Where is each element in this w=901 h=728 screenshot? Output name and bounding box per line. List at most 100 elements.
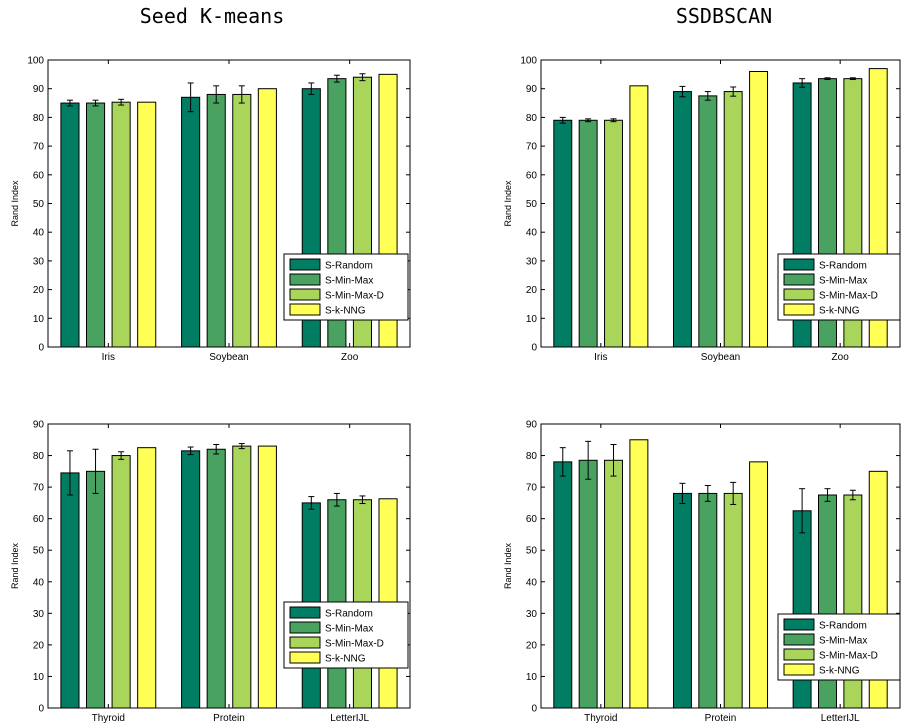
bar-s-min-max-d-thyroid xyxy=(111,455,131,709)
y-tick-label: 60 xyxy=(33,514,45,525)
y-tick-label: 30 xyxy=(33,256,45,267)
legend-swatch xyxy=(289,621,321,634)
error-bar xyxy=(849,77,856,81)
error-bar xyxy=(610,118,617,123)
legend-label: S-Min-Max-D xyxy=(819,651,878,662)
legend-label: S-Min-Max xyxy=(325,624,373,635)
error-bar xyxy=(679,85,686,98)
x-tick-label: LetterIJL xyxy=(821,713,860,724)
right-column-title: SSDBSCAN xyxy=(675,4,773,28)
y-tick-label: 60 xyxy=(526,170,538,181)
x-tick-label: Zoo xyxy=(832,352,850,363)
bar-s-random-iris xyxy=(553,119,573,348)
y-tick-label: 90 xyxy=(33,420,45,431)
error-bar xyxy=(187,82,194,113)
legend-label: S-Random xyxy=(819,261,867,272)
legend-swatch xyxy=(783,288,815,301)
legend-swatch xyxy=(289,258,321,271)
y-tick-label: 80 xyxy=(526,451,538,462)
error-bar xyxy=(66,99,73,107)
error-bar xyxy=(213,85,220,104)
y-tick-label: 50 xyxy=(526,546,538,557)
y-tick-label: 100 xyxy=(520,56,537,67)
bar-s-random-thyroid xyxy=(553,461,573,709)
error-bar xyxy=(238,85,245,104)
error-bar xyxy=(308,82,315,95)
y-tick-label: 90 xyxy=(33,84,45,95)
bar-s-min-max-iris xyxy=(578,119,598,348)
bar-s-k-nng-soybean xyxy=(749,70,769,348)
x-tick-label: Thyroid xyxy=(584,713,617,724)
y-tick-label: 30 xyxy=(526,256,538,267)
error-bar xyxy=(308,496,315,510)
legend-swatch xyxy=(783,618,815,631)
legend: S-Random S-Min-Max S-Min-Max-D S-k-NNG xyxy=(777,253,901,321)
legend-swatch xyxy=(783,648,815,661)
error-bar xyxy=(585,118,592,123)
x-tick-label: Iris xyxy=(102,352,115,363)
x-tick-label: Protein xyxy=(213,713,245,724)
y-tick-label: 20 xyxy=(526,640,538,651)
legend: S-Random S-Min-Max S-Min-Max-D S-k-NNG xyxy=(777,613,901,681)
error-bar xyxy=(730,481,737,505)
y-tick-label: 20 xyxy=(526,285,538,296)
error-bar xyxy=(704,485,711,502)
legend-swatch xyxy=(289,288,321,301)
legend-label: S-Min-Max xyxy=(819,636,867,647)
y-tick-label: 60 xyxy=(33,170,45,181)
y-tick-label: 0 xyxy=(38,343,44,354)
bar-s-random-protein xyxy=(672,492,692,709)
error-bar xyxy=(799,488,806,534)
y-tick-label: 70 xyxy=(33,483,45,494)
y-axis-label: Rand Index xyxy=(503,542,513,589)
legend-swatch xyxy=(783,663,815,676)
error-bar xyxy=(359,495,366,505)
error-bar xyxy=(799,78,806,88)
chart-panel-4: 0 10 20 30 40 50 60 70 80 90 Rand Index Thyroid Prot… xyxy=(503,420,901,724)
y-tick-label: 70 xyxy=(33,142,45,153)
y-tick-label: 10 xyxy=(526,672,538,683)
bar-s-random-protein xyxy=(181,450,201,709)
y-tick-label: 10 xyxy=(33,672,45,683)
bar-s-min-max-d-protein xyxy=(723,492,743,709)
bar-s-min-max-thyroid xyxy=(578,459,598,709)
bar-s-min-max-d-soybean xyxy=(723,91,743,348)
y-tick-label: 40 xyxy=(526,228,538,239)
y-tick-label: 40 xyxy=(33,577,45,588)
legend-label: S-k-NNG xyxy=(819,666,860,677)
legend-swatch xyxy=(289,303,321,316)
bar-s-min-max-iris xyxy=(85,102,106,348)
bar-s-random-thyroid xyxy=(60,472,80,709)
legend-label: S-Random xyxy=(819,621,867,632)
legend-label: S-Min-Max-D xyxy=(819,291,878,302)
legend: S-Random S-Min-Max S-Min-Max-D S-k-NNG xyxy=(283,253,409,321)
y-tick-label: 30 xyxy=(33,609,45,620)
error-bar xyxy=(333,492,340,507)
bar-s-min-max-thyroid xyxy=(85,470,106,709)
chart-panel-1: 0 10 20 30 40 50 60 70 80 90 100 Rand Index Iris Soyb… xyxy=(10,56,411,363)
x-tick-label: LetterIJL xyxy=(330,713,369,724)
y-tick-label: 80 xyxy=(33,451,45,462)
error-bar xyxy=(704,91,711,101)
legend-swatch xyxy=(783,303,815,316)
bar-s-min-max-d-protein xyxy=(232,445,252,709)
y-tick-label: 50 xyxy=(526,199,538,210)
y-tick-label: 0 xyxy=(531,704,537,715)
error-bar xyxy=(213,444,220,455)
legend-swatch xyxy=(289,651,321,664)
x-tick-label: Soybean xyxy=(701,352,740,363)
bar-s-k-nng-thyroid xyxy=(137,447,157,709)
error-bar xyxy=(610,444,617,477)
legend-swatch xyxy=(783,273,815,286)
bar-s-k-nng-protein xyxy=(749,461,769,709)
legend-label: S-Min-Max-D xyxy=(325,639,384,650)
y-tick-label: 70 xyxy=(526,142,538,153)
bar-s-min-max-protein xyxy=(206,448,226,709)
y-tick-label: 0 xyxy=(531,343,537,354)
y-tick-label: 50 xyxy=(33,546,45,557)
y-axis-label: Rand Index xyxy=(10,542,20,589)
error-bar xyxy=(824,488,831,502)
error-bar xyxy=(559,116,566,124)
legend-label: S-Min-Max xyxy=(325,276,373,287)
bar-s-k-nng-protein xyxy=(257,445,277,709)
